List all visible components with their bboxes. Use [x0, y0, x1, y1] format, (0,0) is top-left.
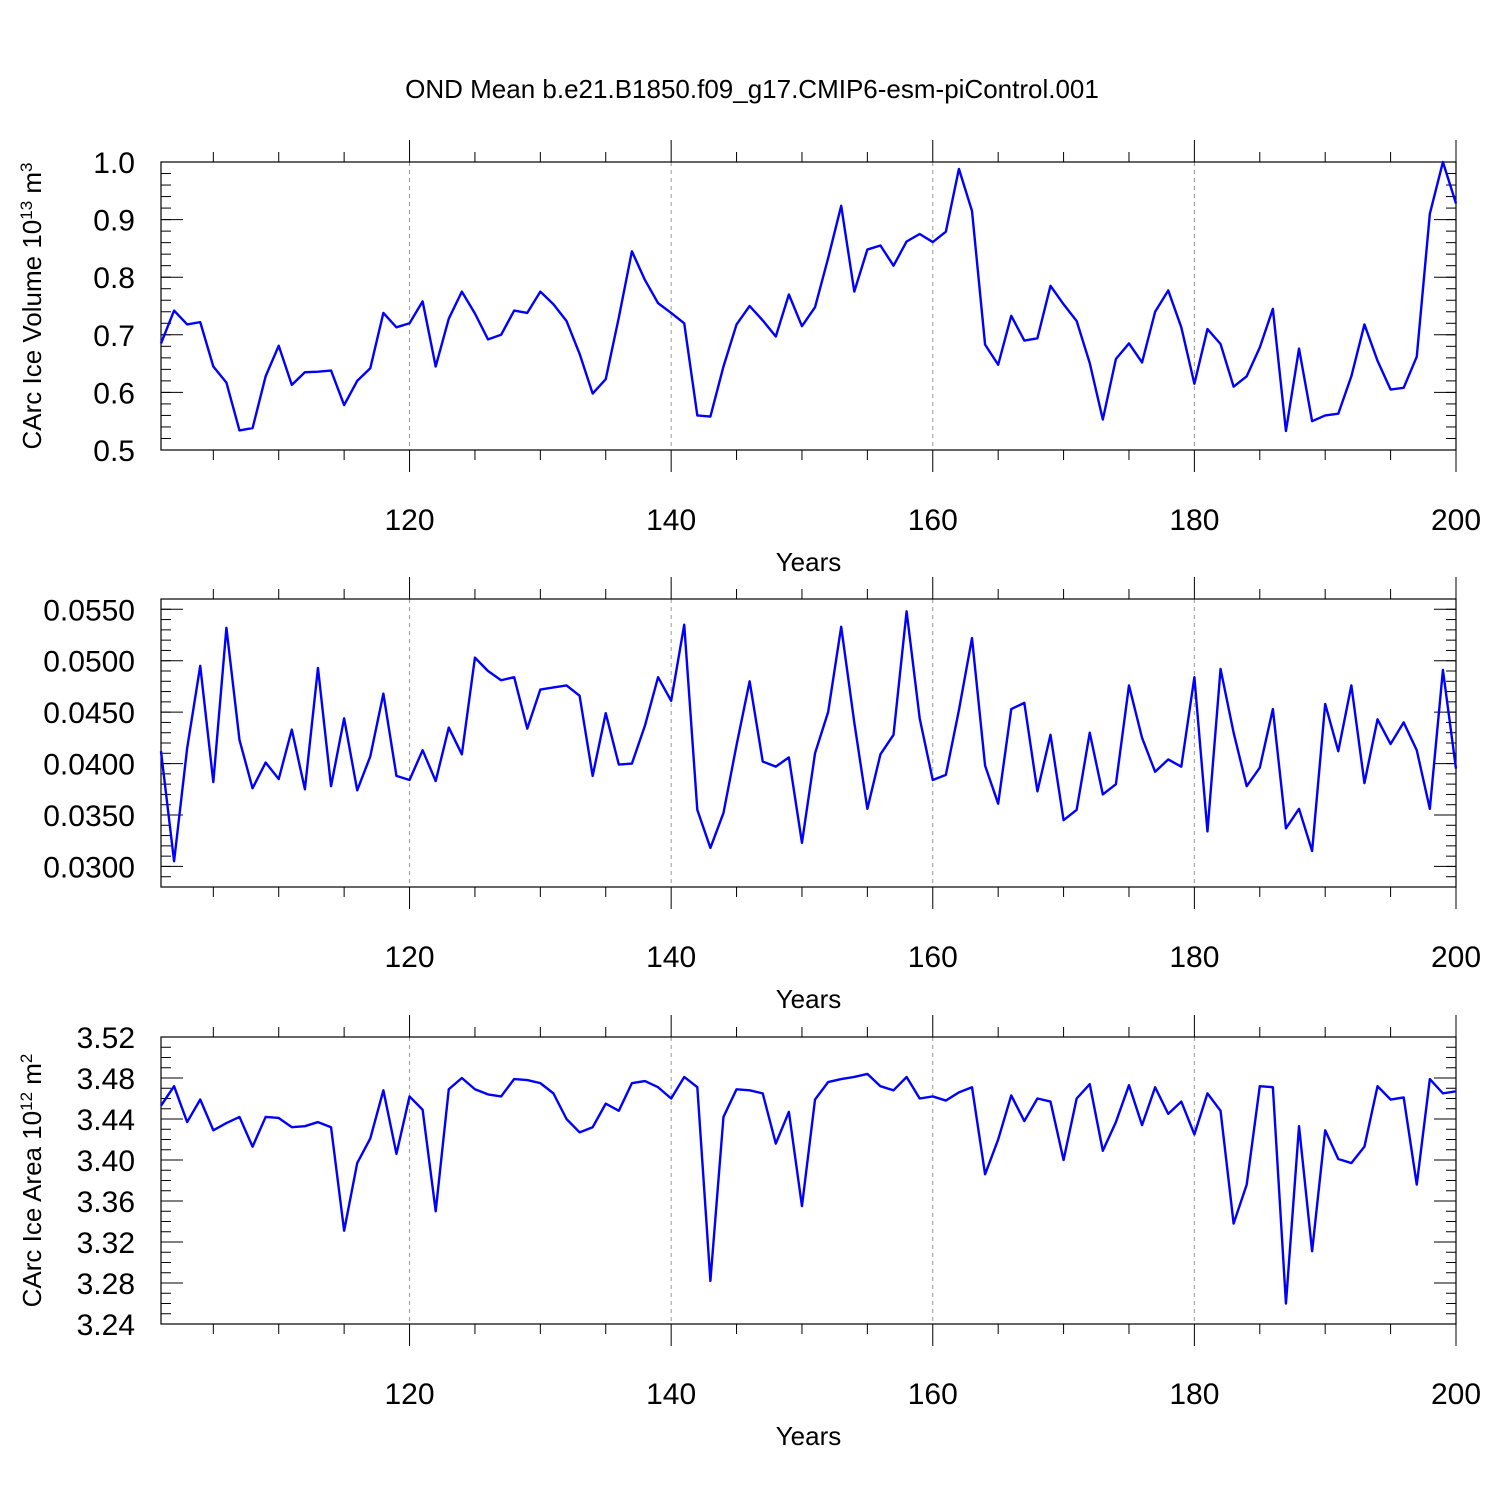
x-tick-label: 160 — [908, 941, 958, 974]
x-tick-label: 180 — [1169, 1378, 1219, 1411]
y-tick-label: 0.0300 — [43, 851, 135, 884]
x-tick-label: 180 — [1169, 504, 1219, 537]
y-tick-label: 0.6 — [93, 377, 135, 410]
x-tick-label: 140 — [646, 504, 696, 537]
y-axis-title-text: CArc Ice Volume 10 — [17, 220, 47, 450]
panels-container: 120 140 160 180 200 Years 0.5 0.6 0.7 0.8 0.9 1.0 CA… — [17, 140, 1481, 1451]
x-tick-label: 140 — [646, 1378, 696, 1411]
y-axis-title-exponent: 13 — [17, 201, 36, 220]
y-tick-label: 3.40 — [77, 1145, 135, 1178]
x-tick-label: 120 — [385, 941, 435, 974]
series-line — [159, 610, 1458, 863]
y-tick-label: 3.32 — [77, 1227, 135, 1260]
y-tick-label: 3.52 — [77, 1022, 135, 1055]
series-line — [160, 1072, 1457, 1305]
x-tick-label: 120 — [385, 504, 435, 537]
y-tick-label: 3.24 — [77, 1309, 135, 1342]
y-axis-title: CArc Ice Volume 1013 m3 — [17, 162, 48, 449]
y-axis-title-unit-exponent: 2 — [17, 1054, 36, 1063]
y-tick-label: 0.5 — [93, 435, 135, 468]
chart-title: OND Mean b.e21.B1850.f09_g17.CMIP6-esm-p… — [405, 74, 1099, 104]
x-tick-label: 200 — [1431, 941, 1481, 974]
y-tick-label: 0.0450 — [43, 697, 135, 730]
y-tick-label: 0.0400 — [43, 749, 135, 782]
y-tick-label: 0.8 — [93, 262, 135, 295]
y-tick-label: 1.0 — [93, 147, 135, 180]
x-tick-label: 200 — [1431, 504, 1481, 537]
y-tick-label: 0.0500 — [43, 646, 135, 679]
y-tick-label: 3.44 — [77, 1104, 135, 1137]
y-tick-label: 0.0550 — [43, 594, 135, 627]
plot-frame — [160, 161, 1457, 451]
x-axis-title: Years — [776, 984, 842, 1014]
y-tick-label: 0.0350 — [43, 800, 135, 833]
y-axis-title-unit: m — [17, 172, 47, 201]
x-tick-label: 120 — [385, 1378, 435, 1411]
x-axis-title: Years — [776, 547, 842, 577]
y-tick-label: 3.36 — [77, 1186, 135, 1219]
x-tick-label: 140 — [646, 941, 696, 974]
y-axis-title-unit-exponent: 3 — [17, 162, 36, 171]
y-tick-label: 3.48 — [77, 1063, 135, 1096]
x-tick-label: 160 — [908, 504, 958, 537]
y-axis-title: CArc Ice Area 1012 m2 — [17, 1054, 48, 1308]
panel-1: 120 140 160 180 200 Years 0.5 0.6 0.7 0.8 0.9 1.0 CA… — [17, 140, 1481, 577]
panel-2: 120 140 160 180 200 Years 0.0300 0.0350 0.0400 0.… — [43, 577, 1481, 1014]
x-axis-title: Years — [776, 1421, 842, 1451]
y-tick-label: 3.28 — [77, 1268, 135, 1301]
y-tick-label: 0.7 — [93, 320, 135, 353]
y-axis-title-exponent: 12 — [17, 1092, 36, 1111]
y-axis-title-unit: m — [17, 1063, 47, 1092]
x-tick-label: 180 — [1169, 941, 1219, 974]
panel-3: 120 140 160 180 200 Years 3.24 3.28 3.32 3.36 3.40… — [17, 1015, 1481, 1451]
x-tick-label: 200 — [1431, 1378, 1481, 1411]
y-tick-label: 0.9 — [93, 205, 135, 238]
y-axis-title-text: CArc Ice Area 10 — [17, 1111, 47, 1308]
x-tick-label: 160 — [908, 1378, 958, 1411]
series-line — [159, 160, 1458, 433]
